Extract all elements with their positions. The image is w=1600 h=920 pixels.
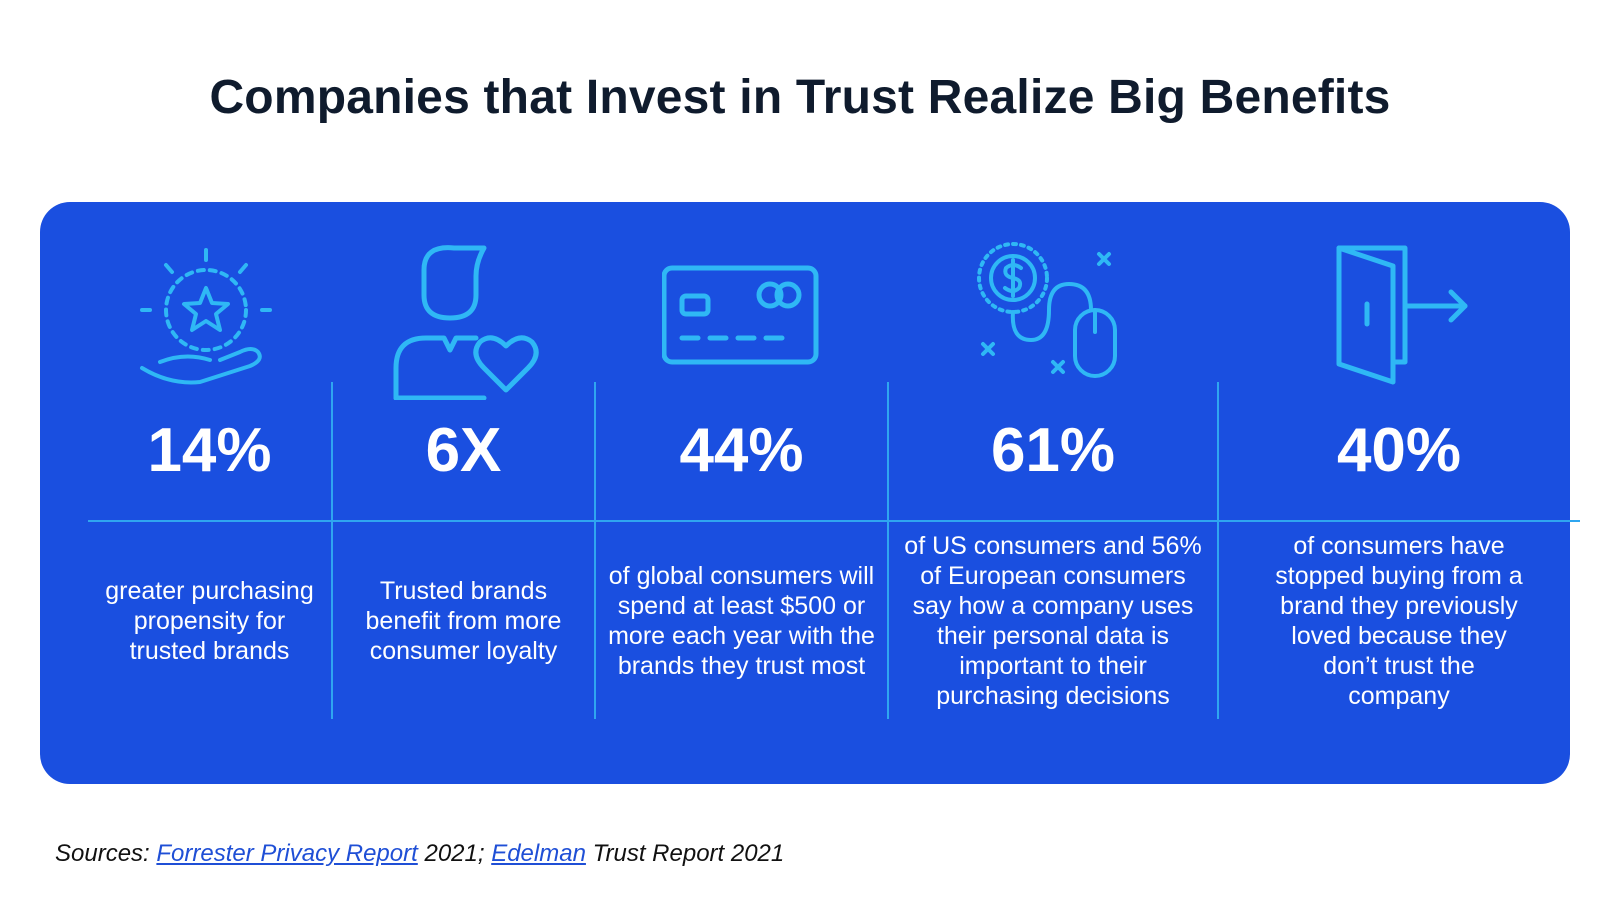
stat-description: of global consumers will spend at least … <box>608 561 875 680</box>
horizontal-divider <box>88 520 1580 522</box>
sources-footnote: Sources: Forrester Privacy Report 2021; … <box>55 840 784 868</box>
stat-column-purchasing: 14% greater purchasing propensity for tr… <box>88 202 331 784</box>
column-divider <box>331 382 333 719</box>
sources-suffix: Trust Report 2021 <box>585 840 785 867</box>
stat-description: of consumers have stopped buying from a … <box>1275 531 1523 710</box>
stat-column-data-privacy: 61% of US consumers and 56% of European … <box>889 202 1217 784</box>
credit-card-icon <box>661 240 822 400</box>
sources-middle: 2021; <box>417 840 492 867</box>
column-divider <box>1217 382 1219 719</box>
dollar-mouse-icon <box>973 240 1133 400</box>
edelman-link[interactable]: Edelman <box>491 840 586 867</box>
stat-value: 44% <box>679 416 804 485</box>
column-divider <box>887 382 889 719</box>
sources-prefix: Sources: <box>55 840 157 867</box>
stat-description: of US consumers and 56% of European cons… <box>904 531 1202 710</box>
stat-column-stopped-buying: 40% of consumers have stopped buying fro… <box>1219 202 1579 784</box>
forrester-report-link[interactable]: Forrester Privacy Report <box>156 840 418 867</box>
stat-value: 6X <box>425 416 502 485</box>
stat-column-spending: 44% of global consumers will spend at le… <box>596 202 887 784</box>
page-title: Companies that Invest in Trust Realize B… <box>209 71 1391 124</box>
stat-description: greater purchasing propensity for truste… <box>105 576 314 665</box>
column-divider <box>594 382 596 719</box>
stat-column-loyalty: 6X Trusted brands benefit from more cons… <box>333 202 594 784</box>
stat-value: 61% <box>990 416 1116 485</box>
person-heart-icon <box>384 240 544 400</box>
stat-value: 40% <box>1336 416 1462 485</box>
door-exit-icon <box>1319 240 1479 400</box>
stat-description: Trusted brands benefit from more consume… <box>365 576 562 665</box>
hand-star-icon <box>130 240 290 400</box>
stats-panel: 14% greater purchasing propensity for tr… <box>40 202 1580 784</box>
stat-value: 14% <box>147 416 272 485</box>
